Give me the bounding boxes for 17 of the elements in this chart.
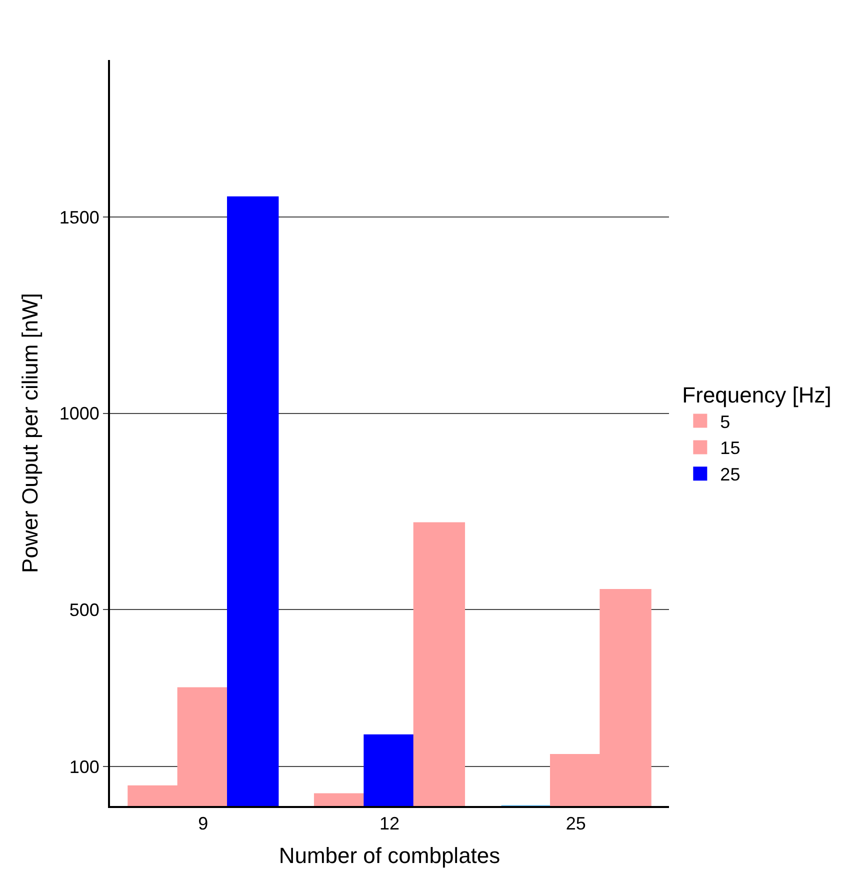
x-axis-title: Number of combplates (278, 843, 500, 868)
x-tick-label: 25 (566, 814, 586, 834)
bar (364, 734, 416, 806)
y-tick-label: 100 (69, 757, 100, 778)
legend-label: 25 (720, 464, 740, 485)
bar (314, 793, 366, 806)
y-axis-title: Power Ouput per cilium [nW] (18, 293, 43, 573)
y-tick-label: 500 (69, 600, 100, 620)
y-tick-label: 1500 (59, 207, 100, 228)
legend-label: 15 (720, 438, 740, 458)
legend-title: Frequency [Hz] (682, 382, 832, 408)
y-tick-label: 1000 (59, 404, 100, 424)
bar (413, 522, 466, 806)
x-tick-label: 9 (198, 814, 208, 834)
legend-label: 5 (720, 412, 730, 432)
bar (227, 196, 279, 806)
x-tick-label: 12 (379, 814, 400, 834)
